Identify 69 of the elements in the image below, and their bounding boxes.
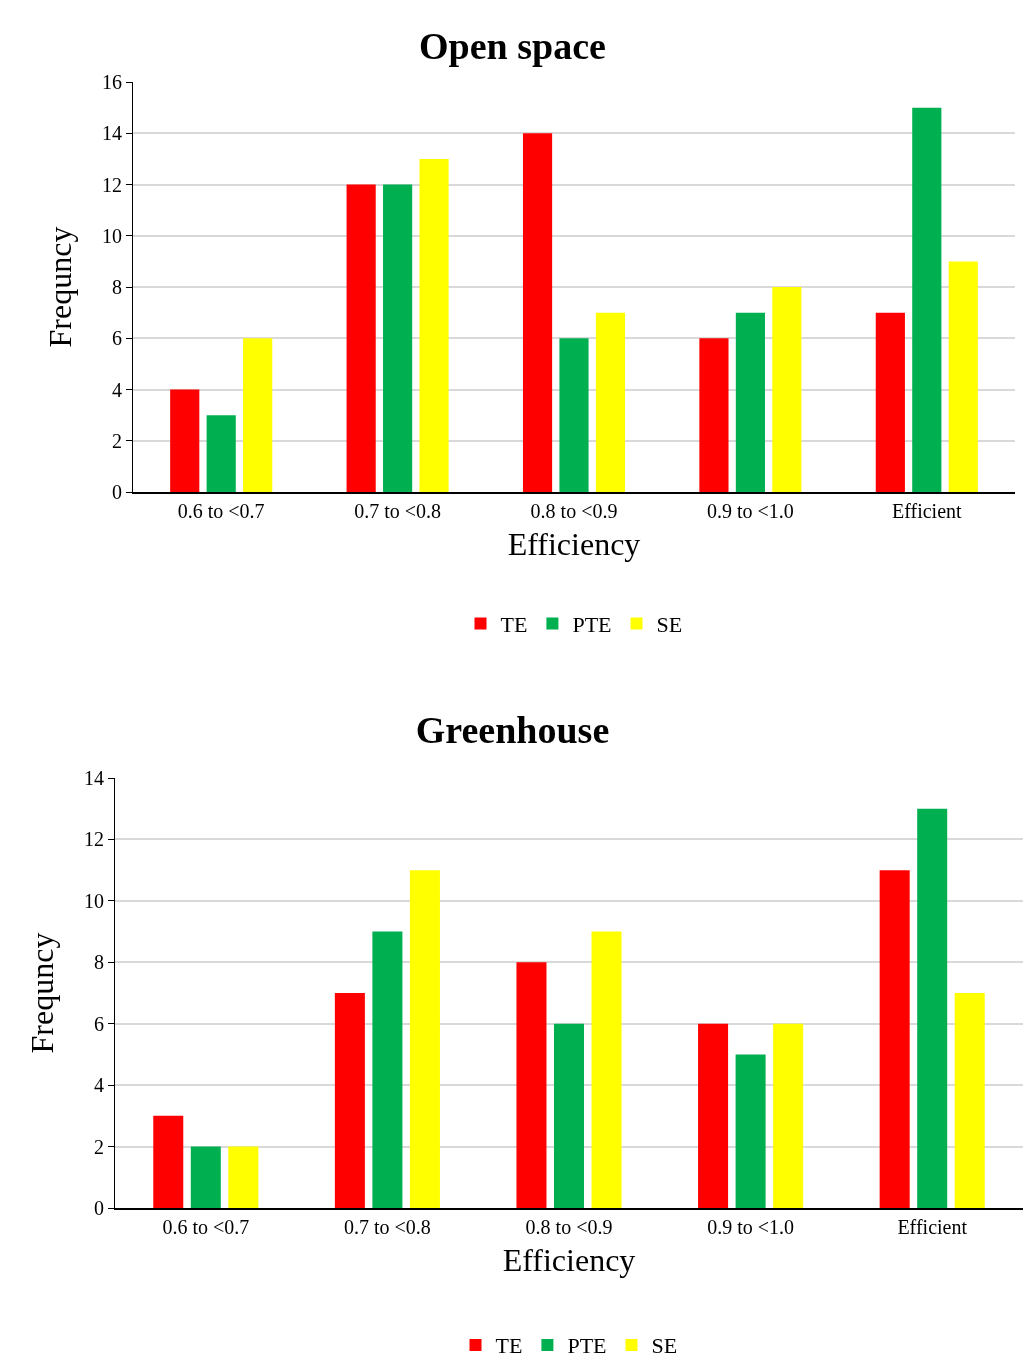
bar: [419, 158, 449, 492]
bar: [372, 931, 403, 1208]
legend-label: SE: [656, 612, 683, 638]
y-tick-label: 4: [112, 378, 122, 401]
legend-label: PTE: [572, 612, 612, 638]
bar: [912, 107, 942, 492]
y-tick-label: 16: [102, 71, 122, 93]
legend-label: TE: [495, 1333, 523, 1359]
bar: [917, 808, 948, 1208]
bar: [773, 1023, 804, 1208]
chart-title: Greenhouse: [415, 708, 610, 751]
y-tick-label: 2: [94, 1135, 104, 1158]
y-tick-label: 0: [94, 1197, 104, 1219]
x-axis-title: Efficiency: [507, 526, 641, 563]
x-tick-label: 0.6 to <0.7: [162, 1216, 250, 1238]
bar: [153, 1115, 184, 1208]
x-tick-label: 0.7 to <0.8: [354, 500, 442, 522]
bar: [170, 389, 200, 492]
bar: [346, 184, 376, 492]
y-axis-title: Frequncy: [24, 932, 61, 1054]
y-tick-label: 14: [102, 122, 122, 145]
bar: [879, 870, 910, 1208]
bar: [206, 415, 236, 492]
bar: [948, 261, 978, 492]
x-axis-title: Efficiency: [502, 1242, 636, 1279]
y-tick-label: 8: [94, 951, 104, 974]
bar: [228, 1146, 259, 1208]
bar: [735, 312, 765, 492]
bar: [772, 287, 802, 492]
legend-label: PTE: [567, 1333, 607, 1359]
legend-label: SE: [651, 1333, 678, 1359]
x-tick-label: Efficient: [892, 500, 963, 522]
bar: [553, 1023, 585, 1208]
x-tick-label: Efficient: [897, 1216, 968, 1238]
chart-title: Open space: [419, 24, 606, 67]
x-tick-label: 0.8 to <0.9: [525, 1216, 613, 1238]
y-tick-label: 2: [112, 429, 122, 452]
bar: [699, 338, 729, 492]
bar: [243, 338, 273, 492]
bar: [954, 993, 985, 1208]
y-axis-title: Frequncy: [42, 226, 79, 348]
x-tick-label: 0.9 to <1.0: [706, 500, 794, 522]
y-tick-label: 8: [112, 276, 122, 298]
bar: [409, 870, 440, 1208]
x-tick-label: 0.6 to <0.7: [177, 500, 265, 522]
bar: [334, 993, 365, 1208]
y-tick-label: 12: [84, 828, 104, 851]
y-tick-label: 10: [102, 224, 122, 247]
bar: [591, 931, 622, 1208]
y-tick-label: 6: [112, 327, 122, 350]
bar: [522, 133, 553, 492]
y-tick-label: 0: [112, 481, 122, 503]
y-tick-label: 10: [84, 889, 104, 912]
bar: [190, 1146, 221, 1208]
y-tick-label: 4: [94, 1074, 104, 1097]
bar: [698, 1023, 729, 1208]
x-tick-label: 0.9 to <1.0: [707, 1216, 795, 1238]
bar: [559, 338, 589, 492]
legend-label: TE: [500, 612, 528, 638]
y-tick-label: 6: [94, 1012, 104, 1035]
bar: [383, 184, 413, 492]
bar: [735, 1054, 766, 1208]
bar: [595, 312, 626, 492]
x-tick-label: 0.8 to <0.9: [530, 500, 618, 522]
bar: [516, 962, 547, 1208]
y-tick-label: 14: [84, 767, 104, 789]
x-tick-label: 0.7 to <0.8: [343, 1216, 431, 1238]
bar: [875, 312, 905, 492]
y-tick-label: 12: [102, 173, 122, 196]
